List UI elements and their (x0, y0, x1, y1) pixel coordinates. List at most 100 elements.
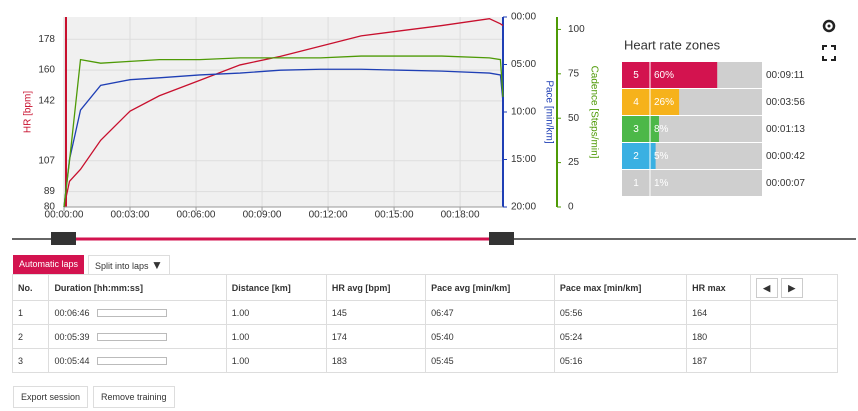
x-tick-label: 00:15:00 (375, 210, 414, 221)
y2-tick-label: 00:00 (511, 12, 536, 23)
zone-duration: 00:01:13 (766, 124, 805, 135)
button[interactable]: Export session (13, 386, 89, 408)
y2-tick-label: 05:00 (511, 59, 536, 70)
table-cell: 00:05:39 (48, 324, 227, 349)
zone-value-label: 1% (654, 178, 669, 189)
cell-text: 183 (331, 355, 347, 366)
table-cell: 180 (686, 324, 751, 349)
nav-button[interactable]: ▶ (780, 277, 803, 298)
button[interactable]: Remove training (93, 386, 175, 408)
table-cell: 164 (686, 300, 751, 325)
table-cell: 187 (686, 348, 751, 373)
zone-label-box (622, 170, 650, 196)
y3-tick-label: 0 (568, 202, 574, 213)
duration-bar (97, 357, 168, 366)
header-row: No. Duration [hh:mm:ss] Distance [km] HR av… (11, 274, 839, 301)
header-cell: Duration [hh:mm:ss] (48, 274, 227, 301)
zone-bar (650, 170, 652, 196)
zone-label-box (622, 116, 650, 142)
fullscreen-icon[interactable] (822, 45, 836, 61)
tab[interactable]: Automatic laps (13, 255, 85, 274)
cell-text: 174 (331, 331, 347, 342)
empty-cell (749, 300, 839, 325)
table-row: 2 00:05:39 1.00 174 05:40 05:24 180 (11, 324, 839, 349)
table-cell: 183 (325, 348, 427, 373)
nav-cell: ◀ ▶ (749, 274, 839, 301)
cell-text: 2 (18, 331, 24, 342)
y3-tick-label: 100 (568, 24, 585, 35)
table-cell: 1 (11, 300, 50, 325)
zone-label: 2 (633, 151, 639, 162)
header-cell: Pace max [min/km] (553, 274, 688, 301)
tab-dropdown[interactable]: Split into laps ▼ (88, 255, 170, 274)
zone-label: 1 (633, 178, 639, 189)
table-row: 1 00:06:46 1.00 145 06:47 05:56 164 (11, 300, 839, 325)
zone-label: 5 (633, 70, 639, 81)
cell-text: 1.00 (231, 331, 250, 342)
x-tick-label: 00:06:00 (177, 210, 216, 221)
plot-background (64, 17, 503, 207)
zone-duration: 00:09:11 (766, 70, 805, 81)
table-cell: 05:56 (553, 300, 688, 325)
cell-text: 05:45 (431, 355, 454, 366)
zone-duration: 00:00:07 (766, 178, 805, 189)
nav-button[interactable]: ◀ (755, 277, 778, 298)
zone-track (650, 170, 762, 196)
cell-text: 145 (331, 307, 347, 318)
zone-label-box (622, 143, 650, 169)
cell-text: 1.00 (231, 307, 250, 318)
series-line (63, 55, 504, 208)
empty-cell (749, 348, 839, 373)
settings-icon[interactable] (822, 19, 836, 33)
y3-tick-label: 50 (568, 113, 580, 124)
table-cell: 00:05:44 (48, 348, 227, 373)
zone-value-label: 60% (654, 70, 674, 81)
cell-text: 1.00 (231, 355, 250, 366)
y-tick-label: 160 (38, 65, 55, 76)
table-cell: 05:40 (425, 324, 555, 349)
zone-duration: 00:03:56 (766, 97, 805, 108)
zone-bar (650, 116, 659, 142)
cell-text: 00:05:39 (54, 331, 90, 342)
laps-table: No. Duration [hh:mm:ss] Distance [km] HR av… (11, 274, 839, 373)
table-cell: 1.00 (225, 348, 327, 373)
series-line (63, 68, 504, 208)
table-cell: 05:24 (553, 324, 688, 349)
table-row: 3 00:05:44 1.00 183 05:45 05:16 187 (11, 348, 839, 373)
table-cell: 00:06:46 (48, 300, 227, 325)
table-cell: 2 (11, 324, 50, 349)
slider-handle[interactable] (51, 232, 76, 245)
zone-label: 3 (633, 124, 639, 135)
table-cell: 3 (11, 348, 50, 373)
y-tick-label: 142 (38, 96, 55, 107)
table-cell: 05:16 (553, 348, 688, 373)
cell-text: 06:47 (431, 307, 454, 318)
zones-title: Heart rate zones (624, 37, 721, 52)
y-tick-label: 178 (38, 34, 55, 45)
y3-axis-title: Cadence [Steps/min] (588, 66, 599, 159)
zone-label-box (622, 62, 650, 88)
y2-tick-label: 20:00 (511, 202, 536, 213)
zone-bar (650, 89, 680, 115)
zone-duration: 00:00:42 (766, 151, 805, 162)
header-cell: Distance [km] (225, 274, 327, 301)
cell-text: 00:06:46 (54, 307, 90, 318)
cell-text: 187 (692, 355, 708, 366)
table-cell: 174 (325, 324, 427, 349)
header-cell: HR max (686, 274, 751, 301)
slider-handle[interactable] (489, 232, 514, 245)
header-cell: Pace avg [min/km] (425, 274, 555, 301)
zone-bar (650, 62, 718, 88)
zone-track (650, 143, 762, 169)
tab-label: Split into laps (95, 261, 149, 271)
zone-value-label: 26% (654, 97, 674, 108)
y-tick-label: 80 (44, 202, 56, 213)
y3-tick-label: 25 (568, 157, 580, 168)
y2-tick-label: 10:00 (511, 107, 536, 118)
duration-bar (97, 309, 168, 318)
cell-text: 05:24 (559, 331, 583, 342)
zone-bar (650, 143, 656, 169)
table-cell: 1.00 (225, 324, 327, 349)
y2-tick-label: 15:00 (511, 154, 536, 165)
